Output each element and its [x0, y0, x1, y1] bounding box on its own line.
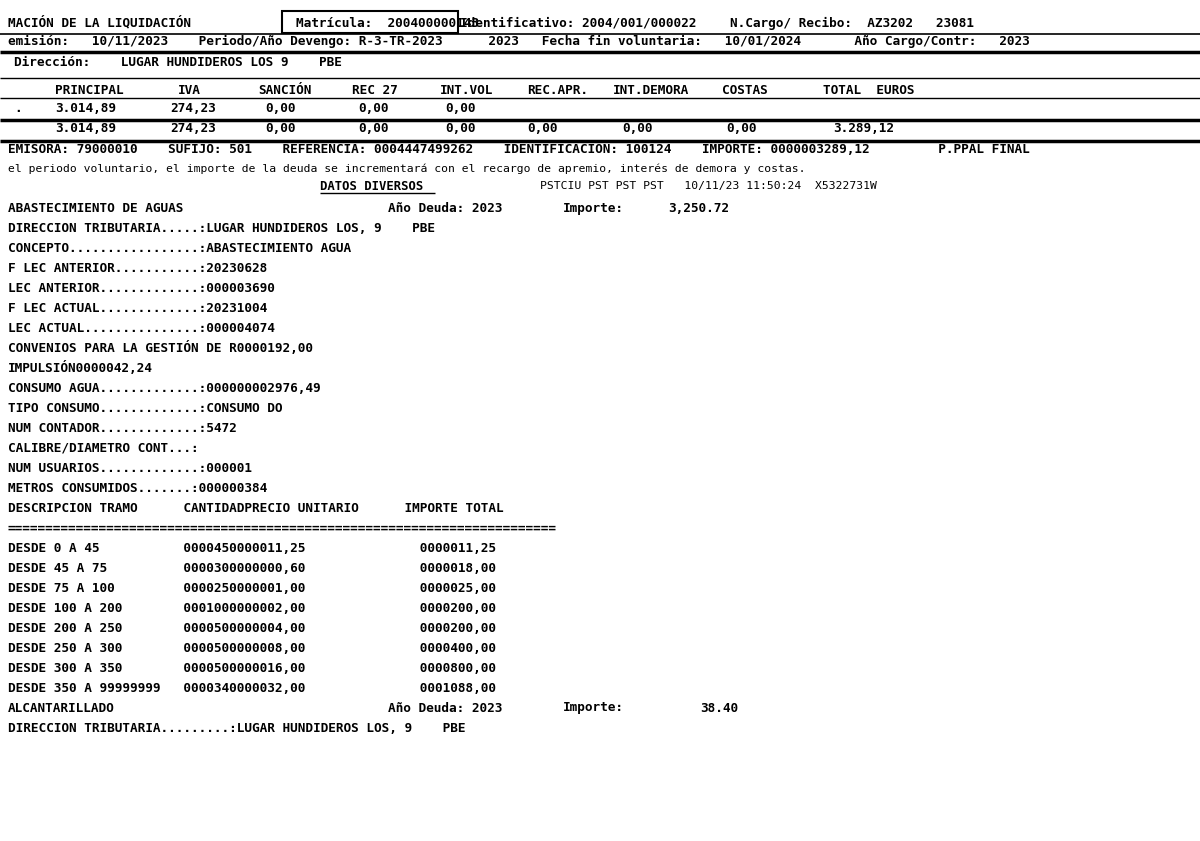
Text: el periodo voluntario, el importe de la deuda se incrementará con el recargo de : el periodo voluntario, el importe de la … — [8, 164, 805, 174]
Text: emisión:   10/11/2023    Periodo/Año Devengo: R-3-TR-2023      2023   Fecha fin : emisión: 10/11/2023 Periodo/Año Devengo:… — [8, 34, 1030, 48]
Text: SANCIÓN: SANCIÓN — [258, 83, 311, 97]
Text: 274,23: 274,23 — [170, 102, 216, 114]
Text: Importe:: Importe: — [563, 202, 624, 214]
Text: REC.APR.: REC.APR. — [527, 83, 588, 97]
Text: IMPULSIÓN0000042,24: IMPULSIÓN0000042,24 — [8, 361, 152, 375]
Text: 3.014,89: 3.014,89 — [55, 121, 116, 135]
Text: DIRECCION TRIBUTARIA.........:LUGAR HUNDIDEROS LOS, 9    PBE: DIRECCION TRIBUTARIA.........:LUGAR HUND… — [8, 722, 466, 734]
Text: CONCEPTO.................:ABASTECIMIENTO AGUA: CONCEPTO.................:ABASTECIMIENTO… — [8, 241, 352, 255]
Text: ALCANTARILLADO: ALCANTARILLADO — [8, 701, 115, 715]
Text: Identificativo: 2004/001/000022: Identificativo: 2004/001/000022 — [460, 17, 696, 29]
Text: LEC ANTERIOR.............:000003690: LEC ANTERIOR.............:000003690 — [8, 282, 275, 294]
Text: 3.289,12: 3.289,12 — [833, 121, 894, 135]
Text: PRINCIPAL: PRINCIPAL — [55, 83, 124, 97]
Text: 0,00: 0,00 — [265, 102, 295, 114]
Text: INT.DEMORA: INT.DEMORA — [613, 83, 689, 97]
Text: Importe:: Importe: — [563, 701, 624, 715]
Text: 0,00: 0,00 — [358, 121, 389, 135]
Text: Matrícula:  200400000143: Matrícula: 200400000143 — [296, 17, 479, 29]
Text: MACIÓN DE LA LIQUIDACIÓN: MACIÓN DE LA LIQUIDACIÓN — [8, 16, 191, 29]
Text: Año Deuda: 2023: Año Deuda: 2023 — [388, 701, 503, 715]
Text: DESDE 45 A 75          0000300000000,60               0000018,00: DESDE 45 A 75 0000300000000,60 0000018,0… — [8, 562, 496, 574]
Text: DESDE 100 A 200        0001000000002,00               0000200,00: DESDE 100 A 200 0001000000002,00 0000200… — [8, 601, 496, 615]
Text: 0,00: 0,00 — [527, 121, 558, 135]
Text: 38.40: 38.40 — [700, 701, 738, 715]
Text: 3.014,89: 3.014,89 — [55, 102, 116, 114]
Text: DESDE 200 A 250        0000500000004,00               0000200,00: DESDE 200 A 250 0000500000004,00 0000200… — [8, 621, 496, 634]
Text: PSTCIU PST PST PST   10/11/23 11:50:24  X5322731W: PSTCIU PST PST PST 10/11/23 11:50:24 X53… — [540, 181, 877, 191]
Text: DESDE 300 A 350        0000500000016,00               0000800,00: DESDE 300 A 350 0000500000016,00 0000800… — [8, 662, 496, 674]
Text: INT.VOL: INT.VOL — [440, 83, 493, 97]
Text: DESDE 350 A 99999999   0000340000032,00               0001088,00: DESDE 350 A 99999999 0000340000032,00 00… — [8, 681, 496, 695]
Text: F LEC ANTERIOR...........:20230628: F LEC ANTERIOR...........:20230628 — [8, 262, 268, 274]
Text: METROS CONSUMIDOS.......:000000384: METROS CONSUMIDOS.......:000000384 — [8, 482, 268, 495]
Text: N.Cargo/ Recibo:  AZ3202   23081: N.Cargo/ Recibo: AZ3202 23081 — [730, 17, 974, 29]
Text: DESDE 250 A 300        0000500000008,00               0000400,00: DESDE 250 A 300 0000500000008,00 0000400… — [8, 642, 496, 654]
Text: Dirección:    LUGAR HUNDIDEROS LOS 9    PBE: Dirección: LUGAR HUNDIDEROS LOS 9 PBE — [14, 56, 342, 68]
Text: 0,00: 0,00 — [726, 121, 756, 135]
Text: DESCRIPCION TRAMO      CANTIDADPRECIO UNITARIO      IMPORTE TOTAL: DESCRIPCION TRAMO CANTIDADPRECIO UNITARI… — [8, 501, 504, 515]
Text: ========================================================================: ========================================… — [8, 521, 557, 535]
Text: CONSUMO AGUA.............:000000002976,49: CONSUMO AGUA.............:000000002976,4… — [8, 382, 320, 394]
Text: DIRECCION TRIBUTARIA.....:LUGAR HUNDIDEROS LOS, 9    PBE: DIRECCION TRIBUTARIA.....:LUGAR HUNDIDER… — [8, 221, 436, 235]
Bar — [282, 11, 458, 33]
Text: TOTAL  EUROS: TOTAL EUROS — [823, 83, 914, 97]
Text: 0,00: 0,00 — [445, 102, 475, 114]
Text: F LEC ACTUAL.............:20231004: F LEC ACTUAL.............:20231004 — [8, 302, 268, 315]
Text: 0,00: 0,00 — [265, 121, 295, 135]
Text: LEC ACTUAL...............:000004074: LEC ACTUAL...............:000004074 — [8, 321, 275, 335]
Text: CALIBRE/DIAMETRO CONT...:: CALIBRE/DIAMETRO CONT...: — [8, 442, 199, 454]
Text: REC 27: REC 27 — [352, 83, 397, 97]
Text: DATOS DIVERSOS: DATOS DIVERSOS — [320, 179, 424, 193]
Text: CONVENIOS PARA LA GESTIÓN DE R0000192,00: CONVENIOS PARA LA GESTIÓN DE R0000192,00 — [8, 341, 313, 355]
Text: 274,23: 274,23 — [170, 121, 216, 135]
Text: DESDE 0 A 45           0000450000011,25               0000011,25: DESDE 0 A 45 0000450000011,25 0000011,25 — [8, 542, 496, 554]
Text: 0,00: 0,00 — [622, 121, 653, 135]
Text: 3,250.72: 3,250.72 — [668, 202, 730, 214]
Text: NUM USUARIOS.............:000001: NUM USUARIOS.............:000001 — [8, 462, 252, 474]
Text: EMISORA: 79000010    SUFIJO: 501    REFERENCIA: 0004447499262    IDENTIFICACIÓN:: EMISORA: 79000010 SUFIJO: 501 REFERENCIA… — [8, 142, 1030, 156]
Text: 0,00: 0,00 — [358, 102, 389, 114]
Text: IVA: IVA — [178, 83, 200, 97]
Text: .: . — [14, 102, 22, 114]
Text: NUM CONTADOR.............:5472: NUM CONTADOR.............:5472 — [8, 421, 236, 435]
Text: COSTAS: COSTAS — [722, 83, 768, 97]
Text: ABASTECIMIENTO DE AGUAS: ABASTECIMIENTO DE AGUAS — [8, 202, 184, 214]
Text: Año Deuda: 2023: Año Deuda: 2023 — [388, 202, 503, 214]
Text: DESDE 75 A 100         0000250000001,00               0000025,00: DESDE 75 A 100 0000250000001,00 0000025,… — [8, 581, 496, 595]
Text: 0,00: 0,00 — [445, 121, 475, 135]
Text: TIPO CONSUMO.............:CONSUMO DO: TIPO CONSUMO.............:CONSUMO DO — [8, 401, 282, 415]
